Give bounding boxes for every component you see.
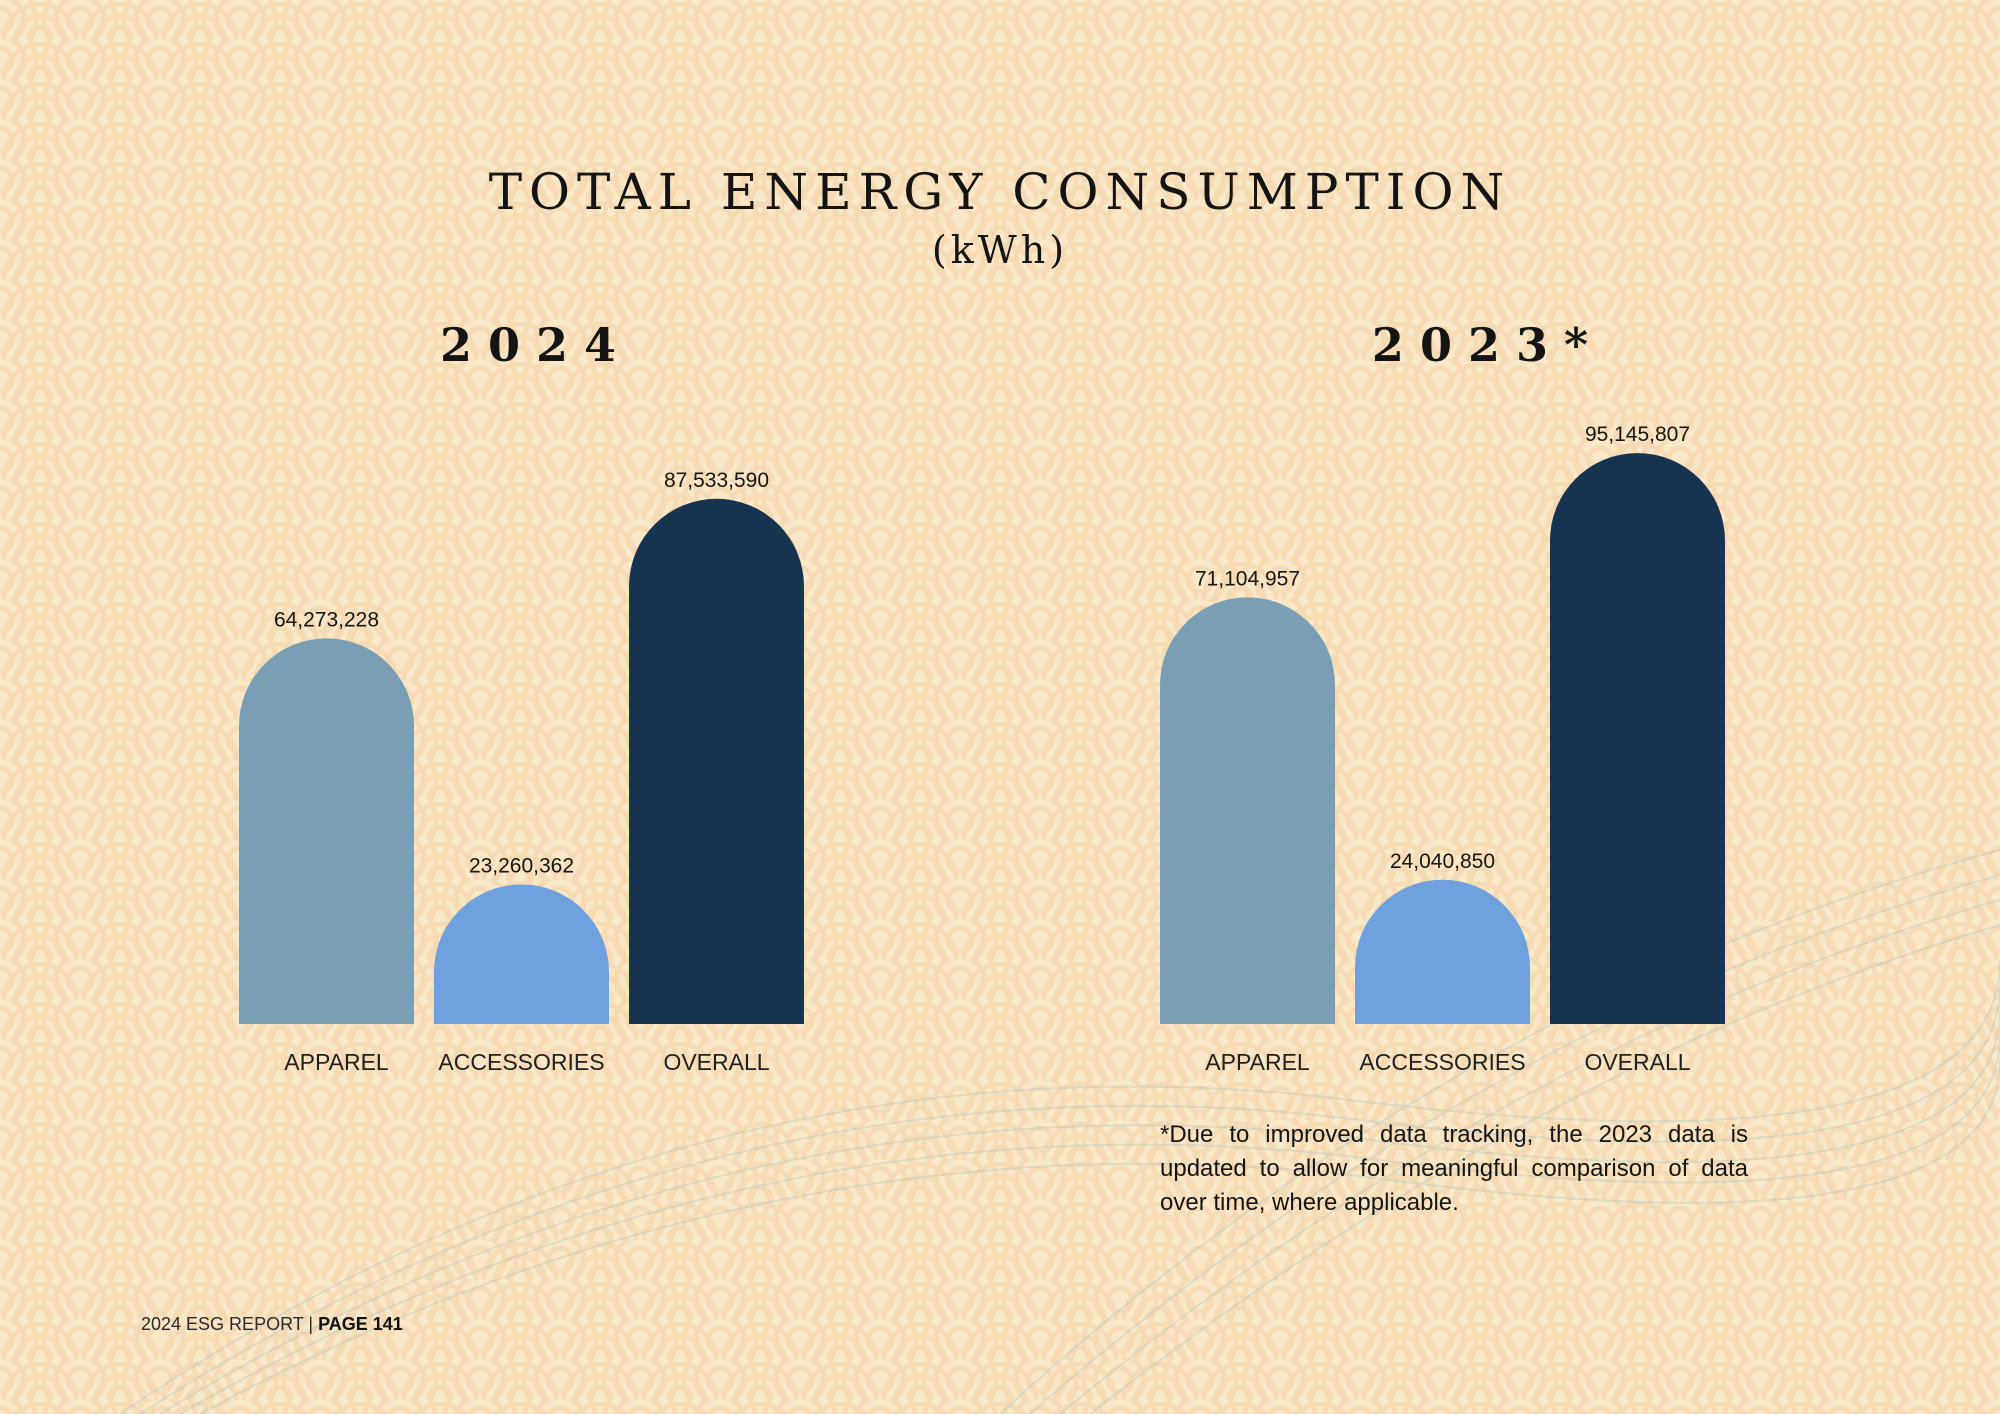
bar-accessories	[434, 884, 609, 1024]
chart-2023-title: 2 0 2 3 *	[1371, 318, 1589, 372]
data-label-apparel: 64,273,228	[274, 608, 379, 631]
category-label-apparel: APPAREL	[1205, 1049, 1310, 1075]
category-label-accessories: ACCESSORIES	[1359, 1049, 1525, 1075]
bar-overall	[629, 498, 804, 1024]
category-label-accessories: ACCESSORIES	[438, 1049, 604, 1075]
bar-accessories	[1355, 879, 1530, 1024]
page-subtitle-unit: (kWh)	[931, 228, 1069, 272]
data-label-accessories: 24,040,850	[1390, 850, 1495, 873]
chart-2024: 64,273,228 APPAREL 23,260,362 ACCESSORIES 87…	[200, 300, 1100, 1100]
page-footer: 2024 ESG REPORT | PAGE 141	[141, 1314, 403, 1335]
chart-2024-svg: 64,273,228 APPAREL 23,260,362 ACCESSORIES 87…	[239, 469, 804, 1075]
bar-overall	[1550, 453, 1725, 1025]
chart-2023-svg: 71,104,957 APPAREL 24,040,850 ACCESSORIES 95…	[1160, 423, 1725, 1075]
footer-report-label: 2024 ESG REPORT |	[141, 1314, 319, 1334]
wave-decoration	[119, 849, 2000, 1414]
category-label-apparel: APPAREL	[284, 1049, 389, 1075]
chart-2024-title: 2 0 2 4	[439, 318, 617, 372]
data-label-overall: 95,145,807	[1585, 423, 1690, 446]
category-label-overall: OVERALL	[1584, 1049, 1690, 1075]
data-label-overall: 87,533,590	[664, 469, 769, 492]
footer-page-number: PAGE 141	[318, 1314, 403, 1334]
chart-2023: 71,104,957 APPAREL 24,040,850 ACCESSORIES 95…	[1121, 300, 2000, 1100]
bar-apparel	[1160, 597, 1335, 1024]
data-label-accessories: 23,260,362	[469, 854, 574, 877]
bar-apparel	[239, 638, 414, 1024]
footnote: *Due to improved data tracking, the 2023…	[1160, 1121, 1748, 1216]
data-label-apparel: 71,104,957	[1195, 567, 1300, 590]
page-title: TOTAL ENERGY CONSUMPTION	[488, 163, 1512, 221]
category-label-overall: OVERALL	[663, 1049, 769, 1075]
